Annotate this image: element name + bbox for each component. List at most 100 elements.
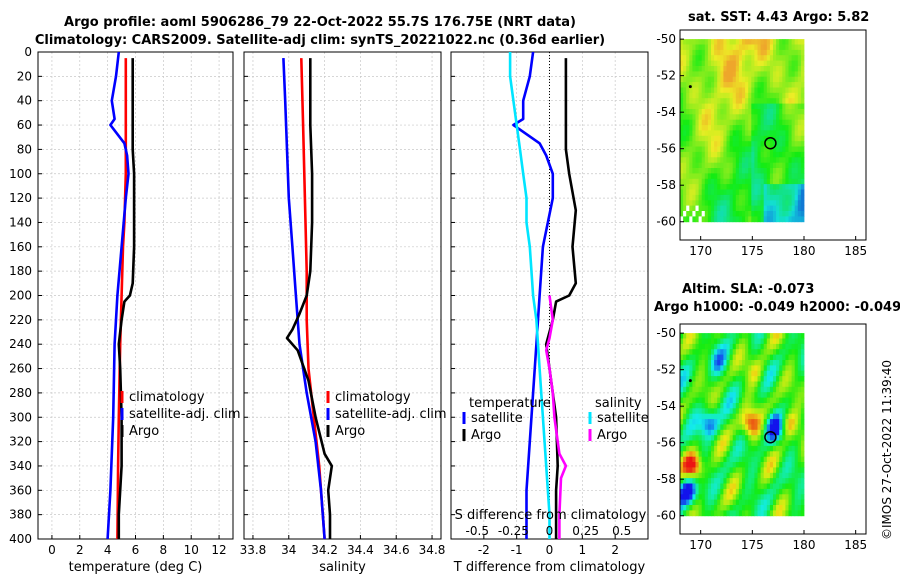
field-cell	[773, 499, 777, 506]
field-cell	[782, 408, 786, 415]
field-cell	[723, 151, 727, 158]
field-cell	[689, 87, 693, 94]
sst-field	[680, 39, 805, 223]
field-cell	[704, 168, 709, 174]
field-cell	[723, 200, 727, 207]
field-cell	[732, 66, 737, 72]
field-cell	[797, 92, 802, 99]
field-cell	[748, 157, 752, 164]
field-cell	[791, 189, 796, 196]
field-cell	[751, 157, 755, 164]
field-cell	[742, 397, 746, 404]
field-cell	[717, 445, 721, 452]
field-cell	[785, 494, 789, 501]
field-cell	[711, 109, 715, 115]
field-cell	[717, 360, 721, 366]
field-cell	[766, 194, 771, 201]
field-cell	[782, 494, 786, 501]
field-cell	[776, 205, 780, 212]
field-cell	[788, 178, 792, 185]
field-cell	[754, 76, 758, 83]
field-cell	[773, 338, 777, 345]
field-cell	[692, 360, 696, 366]
field-cell	[686, 60, 690, 67]
field-cell	[735, 114, 740, 121]
field-cell	[794, 216, 799, 223]
field-cell	[785, 211, 789, 217]
field-cell	[776, 392, 780, 398]
field-cell	[794, 472, 799, 479]
field-cell	[720, 211, 724, 217]
field-cell	[773, 119, 777, 126]
field-cell	[695, 333, 699, 339]
field-cell	[760, 343, 765, 350]
x-tick-label: 12	[211, 543, 226, 557]
field-cell	[695, 403, 699, 409]
field-cell	[735, 445, 740, 452]
field-cell	[711, 146, 715, 153]
field-cell	[723, 125, 727, 131]
field-cell	[729, 184, 734, 190]
field-cell	[742, 445, 746, 452]
field-cell	[720, 381, 724, 388]
field-cell	[779, 211, 783, 217]
field-cell	[794, 381, 799, 388]
field-cell	[698, 146, 703, 153]
field-cell	[714, 478, 718, 484]
field-cell	[763, 365, 768, 372]
field-cell	[683, 381, 687, 388]
field-cell	[692, 71, 696, 78]
field-cell	[748, 98, 752, 104]
field-cell	[680, 360, 684, 366]
field-cell	[738, 376, 743, 382]
field-cell	[766, 87, 771, 94]
field-cell	[717, 354, 721, 361]
field-cell	[695, 168, 699, 174]
field-cell	[717, 386, 721, 393]
field-cell	[692, 60, 696, 67]
field-cell	[745, 397, 749, 404]
field-cell	[788, 488, 792, 495]
field-cell	[732, 189, 737, 196]
field-cell	[785, 76, 789, 83]
field-cell	[757, 125, 761, 131]
field-cell	[698, 82, 703, 88]
field-cell	[723, 338, 727, 345]
field-cell	[701, 349, 706, 355]
field-cell	[760, 66, 765, 72]
field-cell	[773, 178, 777, 185]
field-cell	[692, 376, 696, 382]
field-cell	[689, 435, 693, 441]
field-cell	[760, 354, 765, 361]
field-cell	[751, 173, 755, 180]
field-cell	[692, 98, 696, 104]
field-cell	[701, 146, 706, 153]
field-cell	[791, 483, 796, 490]
field-cell	[769, 119, 774, 126]
field-cell	[794, 349, 799, 355]
field-cell	[692, 135, 696, 142]
field-cell	[773, 76, 777, 83]
field-cell	[720, 392, 724, 398]
sla-map-subtitle: Argo h1000: -0.049 h2000: -0.049	[654, 300, 900, 315]
field-cell	[686, 451, 690, 458]
field-cell	[800, 381, 805, 388]
field-cell	[773, 189, 777, 196]
field-cell	[800, 151, 805, 158]
field-cell	[800, 505, 805, 511]
field-cell	[729, 483, 734, 490]
field-cell	[683, 189, 687, 196]
field-cell	[800, 92, 805, 99]
map-y-tick-label: -58	[656, 472, 676, 486]
field-cell	[751, 494, 755, 501]
field-cell	[735, 135, 740, 142]
copyright-stamp: ©IMOS 27-Oct-2022 11:39:40	[880, 359, 894, 540]
field-cell	[748, 365, 752, 372]
field-cell	[763, 456, 768, 463]
field-cell	[683, 360, 687, 366]
field-cell	[717, 157, 721, 164]
field-cell	[754, 403, 758, 409]
map-y-tick-label: -56	[656, 142, 676, 156]
field-cell	[738, 397, 743, 404]
field-cell	[782, 130, 786, 137]
